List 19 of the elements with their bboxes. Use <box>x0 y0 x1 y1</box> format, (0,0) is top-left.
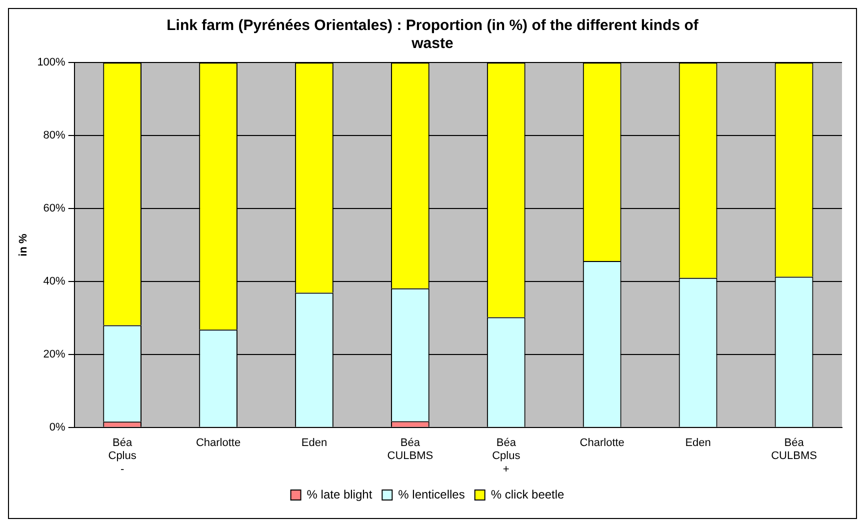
y-tick-label: 20% <box>43 348 66 360</box>
y-tick-label: 40% <box>43 276 66 288</box>
legend-label: % click beetle <box>490 487 565 502</box>
y-tick-label: 80% <box>43 130 66 142</box>
y-tick-label: 0% <box>49 421 66 434</box>
x-tick-label: Béa CULBMS <box>387 437 434 462</box>
x-tick-label: Charlotte <box>580 437 624 450</box>
x-tick-label: Eden <box>685 437 711 450</box>
y-tick-label: 100% <box>37 56 66 69</box>
x-tick-label: Béa Cplus + <box>492 437 521 476</box>
legend-label: % lenticelles <box>398 487 465 502</box>
x-tick-label: Béa Cplus - <box>108 437 137 476</box>
x-tick-label: Béa CULBMS <box>771 437 817 462</box>
x-tick-label: Charlotte <box>196 437 241 450</box>
x-tick-label: Eden <box>301 437 328 450</box>
legend-label: % late blight <box>306 487 373 502</box>
y-tick-label: 60% <box>43 202 66 215</box>
chart-title: Link farm (Pyrénées Orientales) : Proportion (in %) of the different kinds of waste <box>166 17 700 53</box>
y-axis-title: in % <box>18 233 30 256</box>
